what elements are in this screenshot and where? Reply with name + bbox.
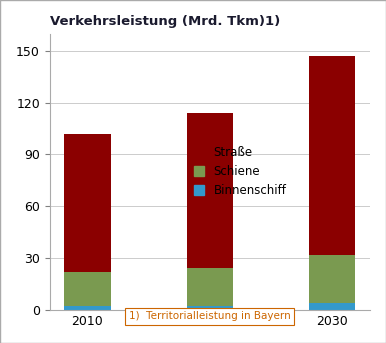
Bar [186,113,233,269]
Text: 1)  Territorialleistung in Bayern: 1) Territorialleistung in Bayern [129,311,291,321]
Bar [64,307,111,310]
Text: Verkehrsleistung (Mrd. Tkm)1): Verkehrsleistung (Mrd. Tkm)1) [50,15,280,28]
Bar [309,303,356,310]
Bar [64,134,111,272]
Bar [309,255,356,303]
Bar [186,307,233,310]
Bar [309,56,356,255]
Bar [64,272,111,307]
Legend: Straße, Schiene, Binnenschiff: Straße, Schiene, Binnenschiff [190,143,290,201]
Bar [186,269,233,307]
